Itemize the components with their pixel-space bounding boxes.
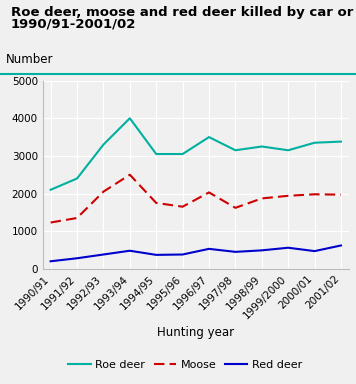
Red deer [260, 248, 264, 253]
Roe deer [154, 152, 158, 156]
Red deer [48, 259, 53, 263]
Text: Number: Number [6, 53, 53, 66]
X-axis label: Hunting year: Hunting year [157, 326, 234, 339]
Red deer [207, 247, 211, 251]
Red deer [101, 252, 106, 257]
Roe deer [286, 148, 290, 152]
Text: Roe deer, moose and red deer killed by car or train.: Roe deer, moose and red deer killed by c… [11, 6, 356, 19]
Red deer [128, 248, 132, 253]
Roe deer [48, 187, 53, 192]
Roe deer [260, 144, 264, 149]
Red deer [339, 243, 343, 248]
Moose [207, 190, 211, 195]
Roe deer [313, 141, 317, 145]
Red deer [154, 253, 158, 257]
Moose [286, 194, 290, 198]
Moose [313, 192, 317, 197]
Moose [154, 201, 158, 205]
Line: Moose: Moose [51, 175, 341, 222]
Roe deer [180, 152, 185, 156]
Line: Roe deer: Roe deer [51, 118, 341, 190]
Text: 1990/91-2001/02: 1990/91-2001/02 [11, 17, 136, 30]
Moose [75, 216, 79, 220]
Moose [101, 189, 106, 194]
Roe deer [339, 139, 343, 144]
Red deer [75, 256, 79, 261]
Roe deer [101, 142, 106, 147]
Red deer [233, 250, 237, 254]
Moose [48, 220, 53, 225]
Roe deer [128, 116, 132, 121]
Red deer [180, 252, 185, 257]
Legend: Roe deer, Moose, Red deer: Roe deer, Moose, Red deer [64, 356, 307, 375]
Roe deer [207, 135, 211, 139]
Moose [180, 204, 185, 209]
Roe deer [75, 176, 79, 181]
Moose [233, 205, 237, 210]
Red deer [313, 249, 317, 253]
Red deer [286, 245, 290, 250]
Line: Red deer: Red deer [51, 245, 341, 261]
Moose [339, 192, 343, 197]
Roe deer [233, 148, 237, 152]
Moose [128, 172, 132, 177]
Moose [260, 196, 264, 201]
